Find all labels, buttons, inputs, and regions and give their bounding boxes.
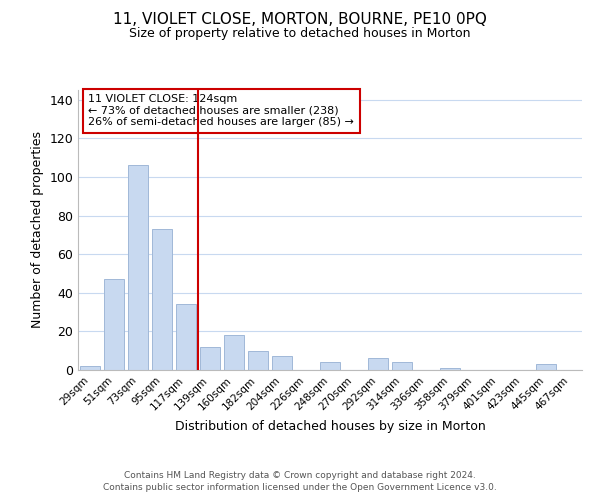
Text: Contains HM Land Registry data © Crown copyright and database right 2024.: Contains HM Land Registry data © Crown c… <box>124 471 476 480</box>
Bar <box>368 358 388 370</box>
Bar <box>176 304 196 370</box>
Bar <box>440 368 460 370</box>
Bar <box>128 166 148 370</box>
Bar <box>392 362 412 370</box>
Text: Contains public sector information licensed under the Open Government Licence v3: Contains public sector information licen… <box>103 484 497 492</box>
Bar <box>152 229 172 370</box>
Bar <box>320 362 340 370</box>
Bar <box>224 335 244 370</box>
Text: Size of property relative to detached houses in Morton: Size of property relative to detached ho… <box>129 28 471 40</box>
Bar <box>104 279 124 370</box>
Bar <box>80 366 100 370</box>
Y-axis label: Number of detached properties: Number of detached properties <box>31 132 44 328</box>
Text: 11 VIOLET CLOSE: 124sqm
← 73% of detached houses are smaller (238)
26% of semi-d: 11 VIOLET CLOSE: 124sqm ← 73% of detache… <box>88 94 354 128</box>
Bar <box>248 350 268 370</box>
Text: 11, VIOLET CLOSE, MORTON, BOURNE, PE10 0PQ: 11, VIOLET CLOSE, MORTON, BOURNE, PE10 0… <box>113 12 487 28</box>
Bar <box>536 364 556 370</box>
X-axis label: Distribution of detached houses by size in Morton: Distribution of detached houses by size … <box>175 420 485 433</box>
Bar <box>200 347 220 370</box>
Bar <box>272 356 292 370</box>
